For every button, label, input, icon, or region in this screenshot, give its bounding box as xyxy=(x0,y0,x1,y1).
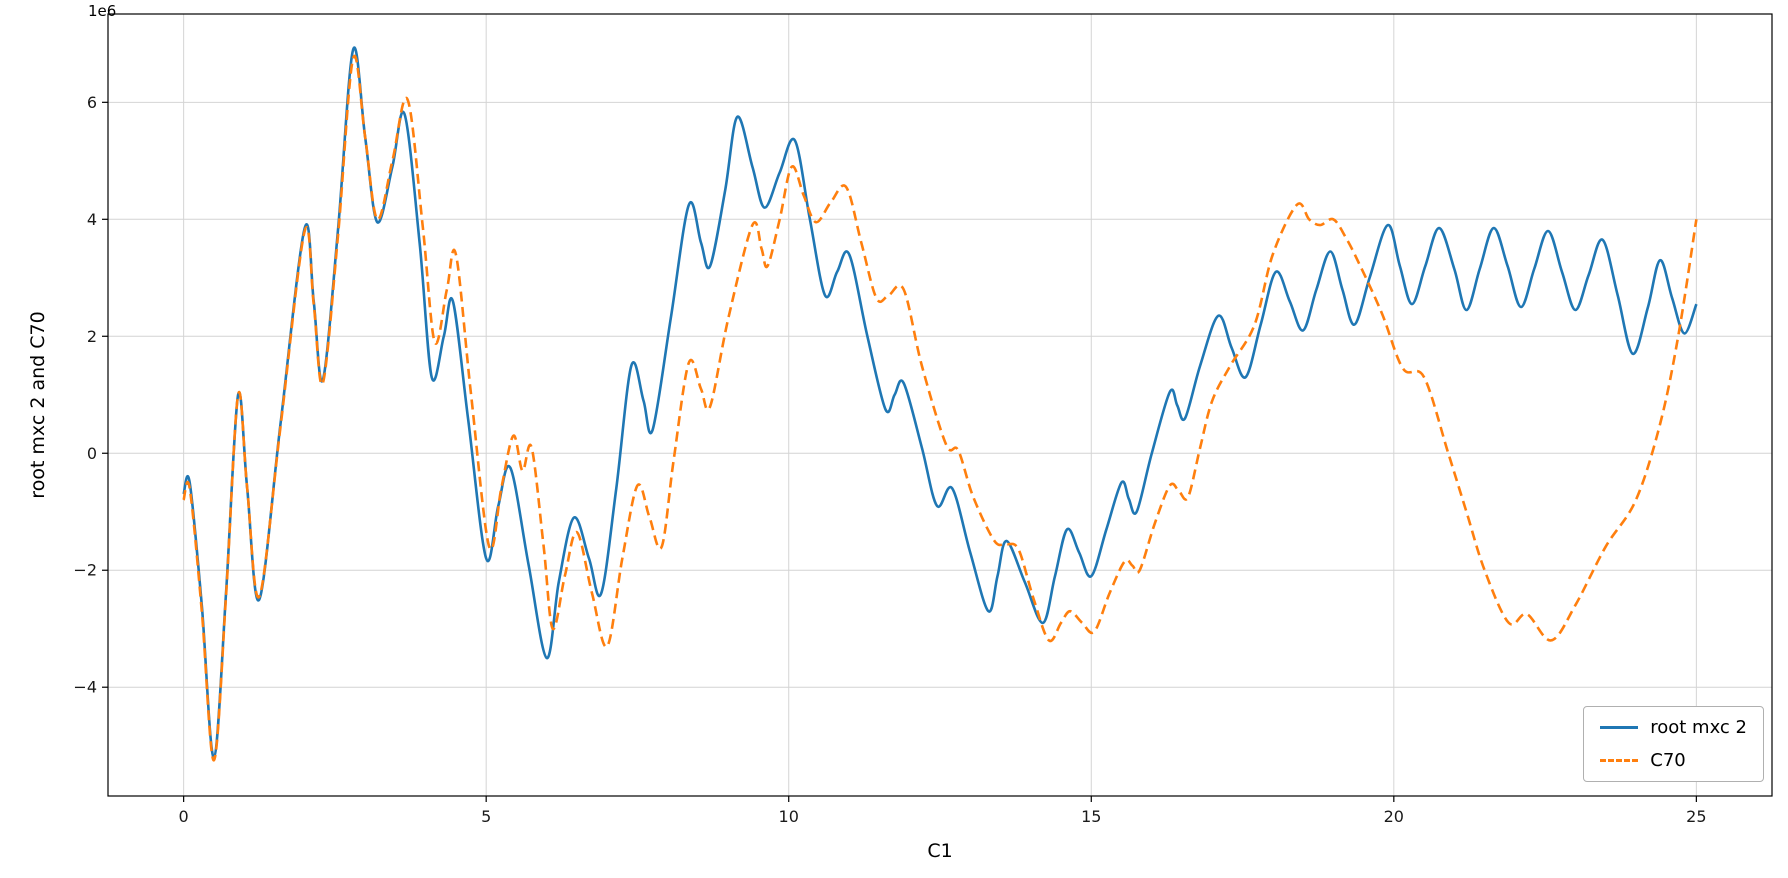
x-tick-label: 20 xyxy=(1384,807,1404,826)
legend-item: C70 xyxy=(1600,750,1747,771)
y-tick-label: −4 xyxy=(73,678,97,697)
x-axis-label: C1 xyxy=(927,840,953,862)
series-group xyxy=(182,46,1698,762)
plot-border xyxy=(107,13,1773,797)
legend-label: C70 xyxy=(1650,750,1686,771)
y-tick-label: −2 xyxy=(73,561,97,580)
legend-line-sample-dashed xyxy=(1600,759,1639,762)
y-axis-offset-label: 1e6 xyxy=(88,2,117,20)
y-tick-label: 2 xyxy=(87,327,97,346)
x-tick-label: 10 xyxy=(779,807,799,826)
x-tick-label: 25 xyxy=(1686,807,1706,826)
legend-line-sample-solid xyxy=(1600,726,1639,729)
y-tick-label: 0 xyxy=(87,444,97,463)
y-axis-label: root mxc 2 and C70 xyxy=(27,311,49,499)
x-tick-label: 5 xyxy=(481,807,491,826)
legend: root mxc 2 C70 xyxy=(1583,706,1764,782)
x-tick-label: 0 xyxy=(179,807,189,826)
x-tick-label: 15 xyxy=(1081,807,1101,826)
y-tick-label: 6 xyxy=(87,93,97,112)
legend-label: root mxc 2 xyxy=(1650,717,1747,738)
y-tick-label: 4 xyxy=(87,210,97,229)
series-line-c70 xyxy=(182,54,1698,762)
legend-item: root mxc 2 xyxy=(1600,717,1747,738)
